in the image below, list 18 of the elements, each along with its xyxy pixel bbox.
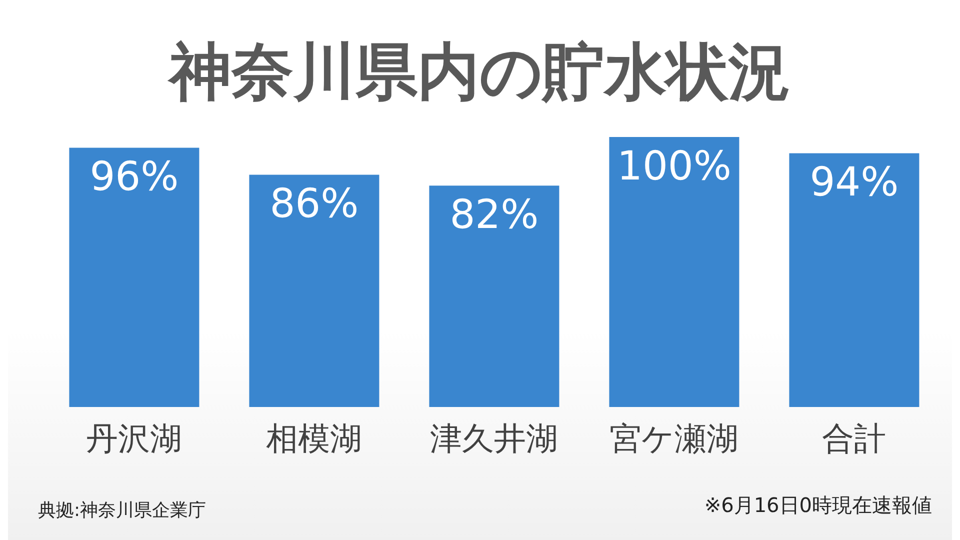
bar <box>789 153 920 407</box>
x-tick-label: 津久井湖 <box>430 420 558 458</box>
x-tick-label: 合計 <box>822 420 886 458</box>
x-tick-label: 丹沢湖 <box>86 420 182 458</box>
bar <box>69 148 200 407</box>
x-tick-label: 相模湖 <box>266 420 362 458</box>
data-label: 96% <box>90 154 179 200</box>
bar <box>249 174 380 407</box>
data-label: 94% <box>810 160 899 206</box>
text: 典拠:神奈川県企業庁 <box>38 499 206 522</box>
chart-title: 神奈川県内の貯水状況 <box>166 34 792 110</box>
bar <box>609 137 740 407</box>
data-label: 100% <box>617 143 732 190</box>
data-label: 86% <box>270 181 359 228</box>
bar <box>429 186 560 407</box>
text: ※6月16日0時現在速報値 <box>704 492 932 519</box>
x-tick-label: 宮ケ瀬湖 <box>610 420 738 458</box>
data-label: 82% <box>450 192 539 238</box>
